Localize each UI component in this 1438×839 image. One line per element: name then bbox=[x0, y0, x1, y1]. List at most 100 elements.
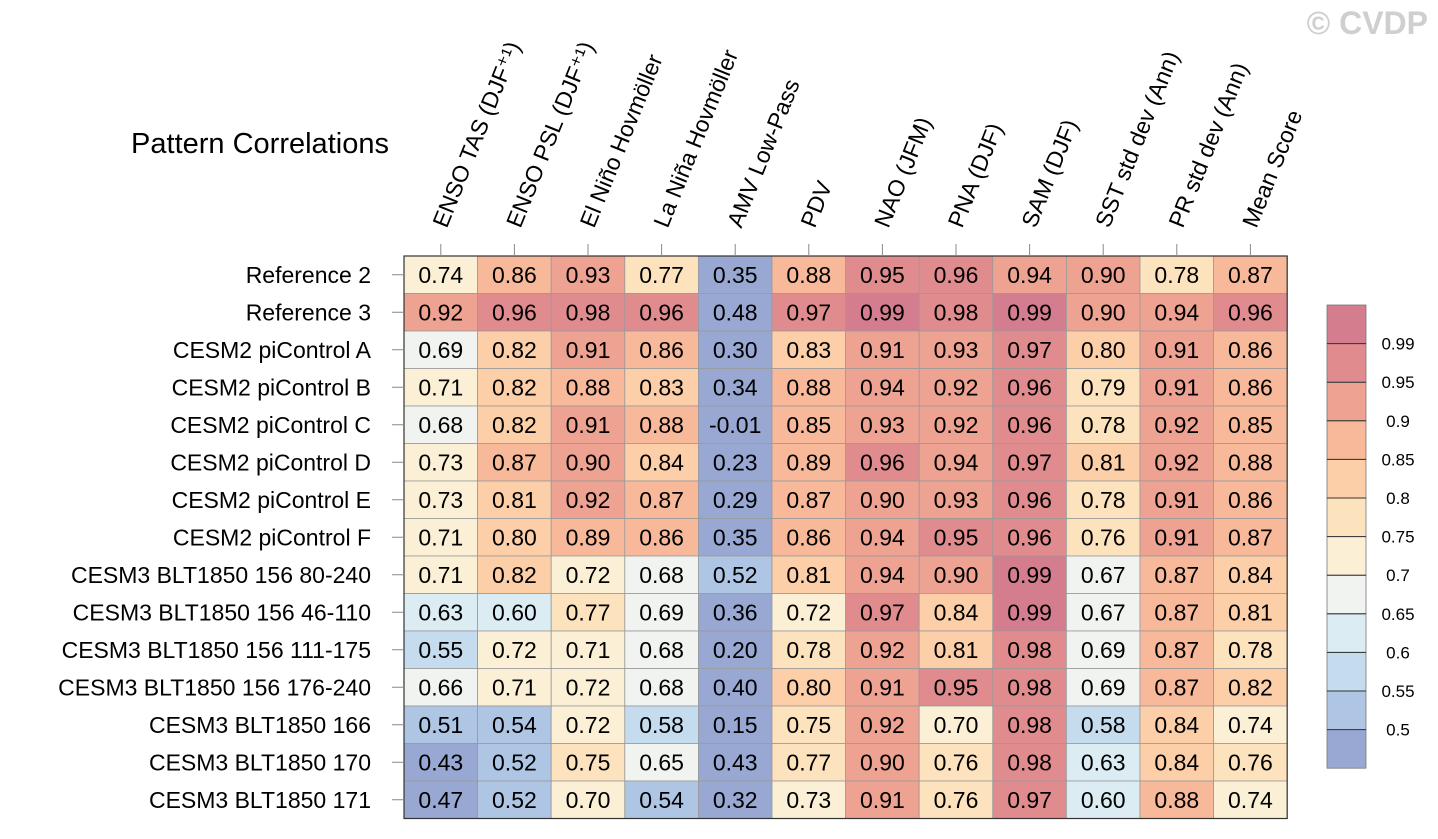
cell-value-label: 0.91 bbox=[1154, 524, 1199, 550]
cell-value-label: 0.87 bbox=[1154, 562, 1199, 588]
cell-value-label: 0.91 bbox=[860, 787, 905, 813]
colorbar-label: 0.9 bbox=[1386, 412, 1410, 431]
row-label: CESM2 piControl B bbox=[172, 374, 371, 400]
cell-value-label: 0.67 bbox=[1081, 599, 1126, 625]
cell-value-label: 0.73 bbox=[786, 787, 831, 813]
cell-value-label: 0.91 bbox=[860, 674, 905, 700]
cell-value-label: 0.87 bbox=[1228, 262, 1273, 288]
cell-value-label: 0.94 bbox=[1154, 299, 1199, 325]
cell-value-label: -0.01 bbox=[709, 412, 761, 438]
cell-value-label: 0.72 bbox=[566, 712, 611, 738]
row-label: CESM2 piControl E bbox=[172, 487, 371, 513]
cell-value-label: 0.91 bbox=[860, 337, 905, 363]
heatmap-cell bbox=[992, 405, 1067, 444]
cell-value-label: 0.71 bbox=[566, 637, 611, 663]
heatmap-cell bbox=[771, 330, 846, 369]
watermark: © CVDP bbox=[1307, 5, 1428, 41]
heatmap-cell bbox=[624, 255, 699, 294]
cell-value-label: 0.91 bbox=[1154, 337, 1199, 363]
cell-value-label: 0.91 bbox=[566, 412, 611, 438]
cell-value-label: 0.95 bbox=[934, 524, 979, 550]
cell-value-label: 0.91 bbox=[1154, 487, 1199, 513]
cell-value-label: 0.82 bbox=[492, 337, 537, 363]
heatmap-cell bbox=[550, 518, 626, 557]
heatmap-cell bbox=[992, 668, 1067, 707]
cell-value-label: 0.93 bbox=[566, 262, 611, 288]
colorbar-label: 0.55 bbox=[1381, 682, 1414, 701]
column-label: El Niño Hovmöller bbox=[575, 50, 668, 231]
heatmap-cell bbox=[1213, 668, 1288, 707]
cell-value-label: 0.66 bbox=[418, 674, 463, 700]
cell-value-label: 0.65 bbox=[639, 749, 684, 775]
column-label: NAO (JFM) bbox=[869, 113, 937, 231]
heatmap-cell bbox=[477, 593, 552, 632]
cell-value-label: 0.84 bbox=[1154, 712, 1199, 738]
row-label: Reference 3 bbox=[246, 299, 371, 325]
heatmap-cell bbox=[1066, 293, 1141, 332]
cell-value-label: 0.78 bbox=[1154, 262, 1199, 288]
cell-value-label: 0.67 bbox=[1081, 562, 1126, 588]
heatmap-cell bbox=[845, 593, 920, 632]
heatmap-cell bbox=[698, 518, 773, 557]
heatmap-cell bbox=[1139, 330, 1214, 369]
heatmap-cell bbox=[403, 668, 478, 707]
column-label: PR std dev (Ann) bbox=[1163, 59, 1253, 231]
heatmap-cell bbox=[1139, 368, 1214, 407]
heatmap-cell bbox=[845, 743, 920, 782]
colorbar-label: 0.5 bbox=[1386, 721, 1410, 740]
cell-value-label: 0.73 bbox=[418, 487, 463, 513]
heatmap-cell bbox=[918, 780, 994, 819]
cell-value-label: 0.68 bbox=[639, 674, 684, 700]
heatmap-cell bbox=[624, 630, 699, 669]
cell-value-label: 0.15 bbox=[713, 712, 758, 738]
cell-value-label: 0.51 bbox=[418, 712, 463, 738]
cell-value-label: 0.78 bbox=[1228, 637, 1273, 663]
heatmap-cell bbox=[845, 780, 920, 819]
cell-value-label: 0.84 bbox=[1154, 749, 1199, 775]
cell-value-label: 0.82 bbox=[492, 374, 537, 400]
row-label: CESM3 BLT1850 156 80-240 bbox=[71, 562, 371, 588]
cell-value-label: 0.68 bbox=[418, 412, 463, 438]
cell-value-label: 0.94 bbox=[860, 524, 905, 550]
colorbar-label: 0.65 bbox=[1381, 605, 1414, 624]
cell-value-label: 0.58 bbox=[639, 712, 684, 738]
cell-value-label: 0.90 bbox=[860, 487, 905, 513]
heatmap-cell bbox=[918, 405, 994, 444]
row-label: CESM3 BLT1850 156 46-110 bbox=[73, 599, 371, 625]
cell-value-label: 0.69 bbox=[1081, 637, 1126, 663]
heatmap-cell bbox=[845, 555, 920, 594]
heatmap-cell bbox=[1213, 705, 1288, 744]
row-label: CESM3 BLT1850 170 bbox=[149, 749, 371, 775]
heatmap-cell bbox=[1213, 480, 1288, 519]
cell-value-label: 0.74 bbox=[1228, 787, 1273, 813]
cell-value-label: 0.96 bbox=[934, 262, 979, 288]
heatmap-cell bbox=[1213, 255, 1288, 294]
cell-value-label: 0.70 bbox=[566, 787, 611, 813]
cell-value-label: 0.97 bbox=[1007, 787, 1052, 813]
cell-value-label: 0.20 bbox=[713, 637, 758, 663]
cell-value-label: 0.78 bbox=[1081, 487, 1126, 513]
cell-value-label: 0.68 bbox=[639, 637, 684, 663]
heatmap-cell bbox=[698, 630, 773, 669]
heatmap-cell bbox=[918, 593, 994, 632]
heatmap-cell bbox=[403, 293, 478, 332]
cell-value-label: 0.82 bbox=[1228, 674, 1273, 700]
heatmap-cell bbox=[845, 480, 920, 519]
colorbar-label: 0.85 bbox=[1381, 450, 1414, 469]
colorbar-label: 0.75 bbox=[1381, 528, 1414, 547]
heatmap-cell bbox=[771, 668, 846, 707]
heatmap-cell bbox=[624, 743, 699, 782]
row-label: CESM3 BLT1850 156 176-240 bbox=[58, 674, 371, 700]
cell-value-label: 0.74 bbox=[1228, 712, 1273, 738]
heatmap-cell bbox=[403, 518, 478, 557]
cell-value-label: 0.95 bbox=[860, 262, 905, 288]
colorbar-segment bbox=[1326, 458, 1367, 499]
cell-value-label: 0.58 bbox=[1081, 712, 1126, 738]
cell-value-label: 0.43 bbox=[418, 749, 463, 775]
heatmap-cell bbox=[845, 443, 920, 482]
heatmap-cell bbox=[403, 743, 478, 782]
heatmap-cell bbox=[550, 780, 626, 819]
cell-value-label: 0.93 bbox=[934, 487, 979, 513]
cell-value-label: 0.74 bbox=[418, 262, 463, 288]
cell-value-label: 0.95 bbox=[934, 674, 979, 700]
